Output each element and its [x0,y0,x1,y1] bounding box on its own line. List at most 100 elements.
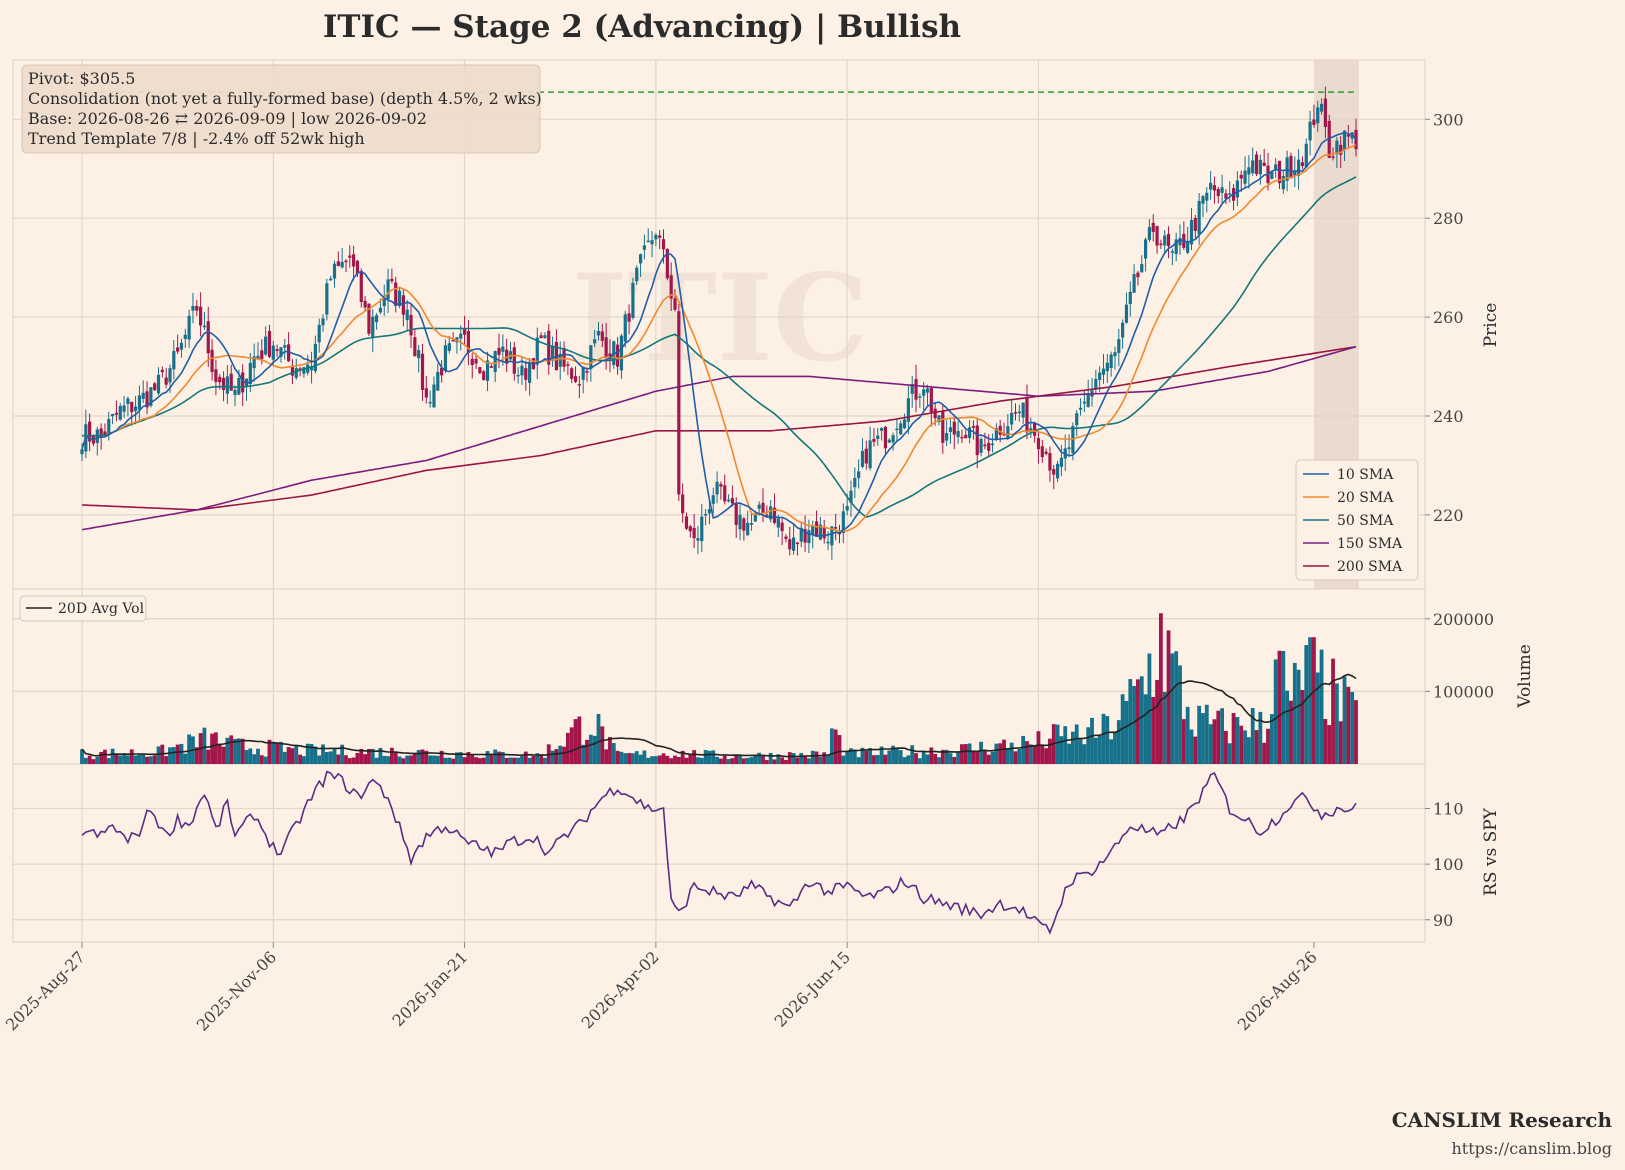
volume-bar [225,737,230,764]
candle [673,289,677,312]
volume-bar [998,743,1003,764]
volume-bar [914,753,918,764]
volume-bar [967,743,972,764]
volume-bar [657,755,662,764]
rs-tick-label: 110 [1433,800,1464,819]
volume-bar [860,747,865,764]
candle [696,525,700,555]
volume-bar [1331,658,1335,764]
volume-bar [397,756,402,764]
rs-y-ticks: 90 100 110 [1425,800,1464,930]
candle [814,510,819,537]
volume-bar [669,758,674,764]
volume-bar [386,756,390,764]
volume-bar [875,754,880,764]
volume-bar [1189,729,1194,764]
volume-bar [99,751,104,764]
volume-bar [279,741,283,764]
candle [566,361,570,376]
candle [623,310,627,348]
volume-bar [852,749,857,764]
volume-bar [982,749,987,764]
candle [321,314,325,332]
candle [830,526,834,560]
volume-bar [898,750,903,764]
candle [145,381,149,415]
candle [780,518,784,546]
volume-bar [294,745,299,764]
volume-bar [1166,630,1171,764]
sma50-line [82,176,1357,518]
price-tick-label: 300 [1433,110,1464,129]
volume-bar [795,757,800,764]
candle [359,268,363,308]
volume-bar [344,755,348,764]
candle [960,429,964,443]
volume-bar [963,744,968,764]
volume-bar [902,757,907,764]
volume-bar [137,754,142,764]
candle [107,411,111,441]
volume-bar [990,751,995,764]
volume-bar [975,751,980,764]
volume-bar [298,754,302,764]
volume-bar [1323,719,1328,764]
candle [1163,230,1167,254]
volume-bar [1185,706,1190,764]
candle [730,485,734,507]
candle [1220,174,1224,204]
candle [600,323,604,348]
volume-bar [301,756,306,764]
candle [374,312,379,330]
candle [1243,156,1247,187]
volume-bar [1162,691,1167,764]
volume-bar [1262,742,1267,764]
candle [539,332,543,339]
volume-bar [309,743,314,764]
volume-bar [367,748,371,764]
volume-bar [596,713,601,764]
volume-bar [696,757,700,764]
candle [241,364,245,407]
volume-bar [741,758,746,764]
volume-bar [336,754,341,764]
volume-axis-label: Volume [1515,644,1535,709]
volume-bar [906,755,911,764]
candle [1316,100,1320,132]
volume-bar [332,749,337,764]
candle [535,327,539,380]
volume-bar [692,750,697,764]
candle [459,325,463,351]
candle [164,367,168,389]
candle [1277,160,1282,190]
candle [1193,214,1197,240]
candle [692,514,696,548]
candle [420,343,425,401]
volume-bar [979,741,983,764]
candle [822,519,826,544]
candle [1155,225,1159,254]
brand-url: https://canslim.blog [1451,1139,1612,1158]
volume-bar [324,751,329,764]
candle [562,341,566,372]
candle [1033,421,1037,443]
volume-bar [849,748,853,764]
candle [493,350,497,383]
candle [918,393,922,408]
volume-bar [1201,713,1205,764]
candle [1109,351,1113,377]
legend-sma150: 150 SMA [1337,536,1403,552]
volume-bar [1292,662,1297,764]
volume-bar [738,755,742,764]
candle [405,300,409,331]
candle [1029,417,1033,438]
legend-sma200: 200 SMA [1337,559,1403,575]
volume-bar [539,754,543,764]
volume-bar [267,739,272,764]
candle [160,366,164,378]
volume-bar [1109,739,1114,764]
volume-bar [229,735,234,764]
volume-bar [1116,720,1121,764]
candle [715,471,719,504]
candle [956,421,960,444]
